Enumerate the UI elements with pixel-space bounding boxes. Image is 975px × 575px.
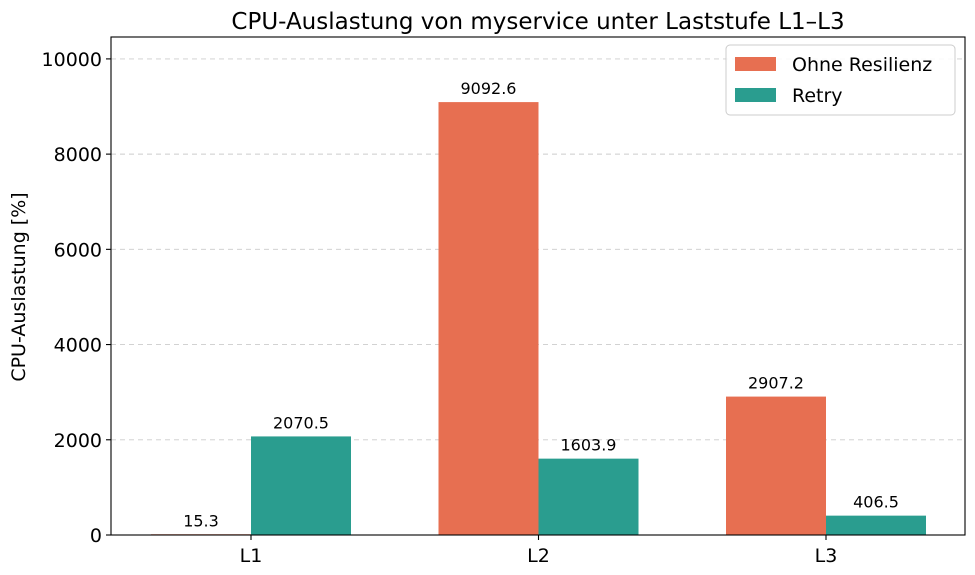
bar-ohne-resilienz-l2: [438, 102, 539, 535]
y-tick-label: 0: [90, 525, 102, 547]
legend: Ohne Resilienz Retry: [725, 44, 956, 116]
x-axis-ticks: L1 L2 L3: [240, 535, 838, 567]
bar-ohne-resilienz-l3: [726, 396, 826, 535]
data-labels: 15.3 9092.6 2907.2 2070.5 1603.9 406.5: [183, 79, 899, 530]
y-tick-label: 8000: [54, 144, 102, 166]
legend-swatch: [735, 57, 776, 71]
y-tick-label: 10000: [42, 49, 102, 71]
data-label: 9092.6: [461, 79, 517, 98]
legend-label: Ohne Resilienz: [792, 54, 932, 76]
bar-retry-l2: [538, 458, 639, 535]
legend-box: [725, 44, 956, 116]
bar-retry-l1: [251, 436, 351, 535]
y-tick-label: 4000: [54, 335, 102, 357]
x-tick-label: L3: [815, 545, 838, 567]
data-label: 2907.2: [748, 374, 804, 393]
chart-title: CPU-Auslastung von myservice unter Lasts…: [231, 9, 844, 35]
data-label: 406.5: [853, 493, 899, 512]
data-label: 1603.9: [561, 436, 617, 455]
x-tick-label: L1: [240, 545, 263, 567]
data-label: 2070.5: [273, 413, 329, 432]
y-tick-label: 2000: [54, 430, 102, 452]
bar-retry-l3: [826, 515, 926, 535]
data-label: 15.3: [183, 511, 219, 530]
legend-swatch: [735, 88, 776, 102]
y-axis-ticks: 0 2000 4000 6000 8000 10000: [42, 49, 111, 547]
legend-label: Retry: [792, 85, 843, 107]
y-axis-label: CPU-Auslastung [%]: [8, 192, 30, 381]
bars: [151, 102, 926, 535]
x-tick-label: L2: [527, 545, 550, 567]
y-tick-label: 6000: [54, 239, 102, 261]
